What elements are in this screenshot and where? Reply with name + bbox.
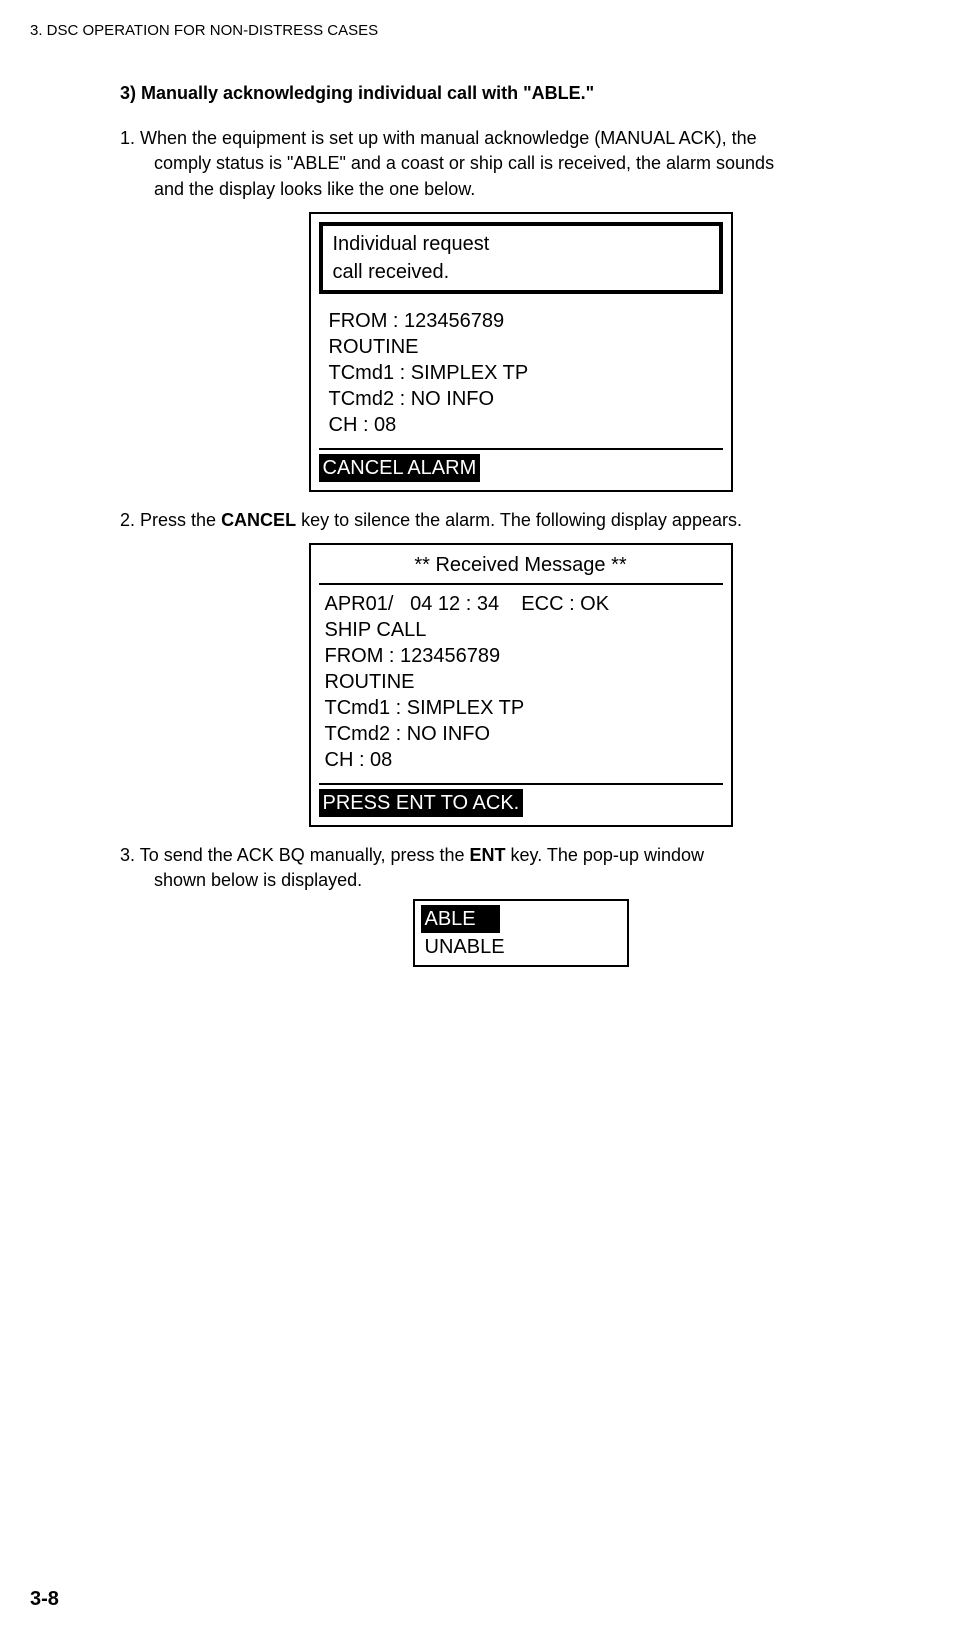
display-1-tcmd2: TCmd2 : NO INFO: [329, 386, 713, 412]
popup-able: ABLE: [421, 905, 500, 933]
display-2-routine: ROUTINE: [325, 669, 713, 695]
step-1-line-2: comply status is "ABLE" and a coast or s…: [120, 151, 921, 176]
display-2-datetime: APR01/ 04 12 : 34 ECC : OK: [325, 591, 713, 617]
display-2-footer: PRESS ENT TO ACK.: [311, 785, 731, 825]
display-1-footer: CANCEL ALARM: [311, 450, 731, 490]
cancel-alarm-label: CANCEL ALARM: [319, 454, 481, 482]
display-1-tcmd1: TCmd1 : SIMPLEX TP: [329, 360, 713, 386]
display-2-title: ** Received Message **: [311, 545, 731, 583]
step-3-text-a: 3. To send the ACK BQ manually, press th…: [120, 845, 470, 865]
press-ent-label: PRESS ENT TO ACK.: [319, 789, 524, 817]
step-3-ent-key: ENT: [470, 845, 506, 865]
popup-unable: UNABLE: [421, 933, 621, 961]
step-1: 1. When the equipment is set up with man…: [120, 126, 921, 202]
step-3-line-2: shown below is displayed.: [120, 868, 921, 893]
display-1-title-line-1: Individual request: [333, 230, 709, 258]
popup-able-row: ABLE: [421, 905, 621, 933]
page-number: 3-8: [30, 1585, 59, 1613]
display-2-shipcall: SHIP CALL: [325, 617, 713, 643]
sub-heading: 3) Manually acknowledging individual cal…: [120, 81, 921, 106]
display-1-ch: CH : 08: [329, 412, 713, 438]
step-3: 3. To send the ACK BQ manually, press th…: [120, 843, 921, 893]
step-2-cancel-key: CANCEL: [221, 510, 296, 530]
display-2-body: APR01/ 04 12 : 34 ECC : OK SHIP CALL FRO…: [311, 585, 731, 779]
display-1-title: Individual request call received.: [319, 222, 723, 294]
step-2-text-a: 2. Press the: [120, 510, 221, 530]
display-1-title-line-2: call received.: [333, 258, 709, 286]
step-2-text-c: key to silence the alarm. The following …: [296, 510, 742, 530]
step-2: 2. Press the CANCEL key to silence the a…: [120, 508, 921, 533]
display-1-routine: ROUTINE: [329, 334, 713, 360]
display-1-from: FROM : 123456789: [329, 308, 713, 334]
page-header: 3. DSC OPERATION FOR NON-DISTRESS CASES: [30, 20, 941, 41]
display-2-tcmd2: TCmd2 : NO INFO: [325, 721, 713, 747]
display-2: ** Received Message ** APR01/ 04 12 : 34…: [309, 543, 733, 827]
popup-box: ABLE UNABLE: [413, 899, 629, 967]
content: 3) Manually acknowledging individual cal…: [120, 81, 921, 967]
step-1-line-3: and the display looks like the one below…: [120, 177, 921, 202]
display-1-body: FROM : 123456789 ROUTINE TCmd1 : SIMPLEX…: [311, 302, 731, 444]
display-1: Individual request call received. FROM :…: [309, 212, 733, 492]
display-2-ch: CH : 08: [325, 747, 713, 773]
display-2-tcmd1: TCmd1 : SIMPLEX TP: [325, 695, 713, 721]
step-3-text-c: key. The pop-up window: [506, 845, 704, 865]
display-2-from: FROM : 123456789: [325, 643, 713, 669]
step-1-line-1: 1. When the equipment is set up with man…: [120, 126, 921, 151]
